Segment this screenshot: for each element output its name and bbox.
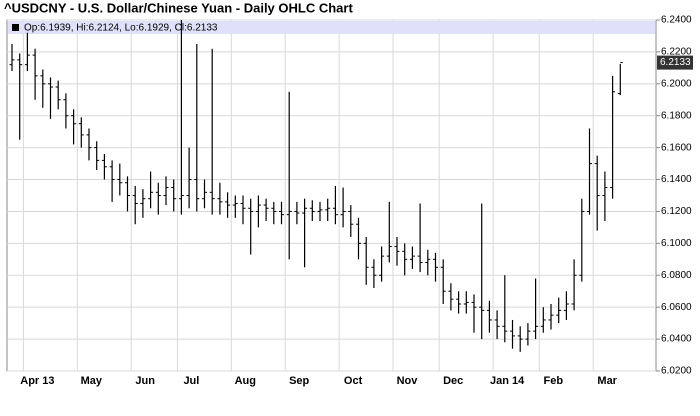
x-tick-label: Jun: [135, 375, 155, 387]
y-tick-label: 6.1600: [661, 142, 692, 153]
x-tick-label: Nov: [397, 375, 419, 387]
x-tick-label: Sep: [289, 375, 309, 387]
y-tick-label: 6.1000: [661, 238, 692, 249]
legend-marker: [12, 24, 19, 31]
chart-title: ^USDCNY - U.S. Dollar/Chinese Yuan - Dai…: [4, 0, 353, 15]
x-tick-label: Dec: [443, 375, 463, 387]
x-tick-label: May: [81, 375, 103, 387]
x-tick-label: Apr 13: [20, 375, 54, 387]
x-tick-label: Feb: [544, 375, 564, 387]
y-tick-label: 6.0400: [661, 334, 692, 345]
y-tick-label: 6.1800: [661, 110, 692, 121]
y-tick-label: 6.0200: [661, 366, 692, 377]
ohlc-label: Op:6.1939, Hi:6.2124, Lo:6.1929, Cl:6.21…: [24, 23, 218, 34]
y-tick-label: 6.1400: [661, 174, 692, 185]
last-value-label: 6.2133: [660, 57, 691, 68]
x-tick-label: Jan 14: [490, 375, 525, 387]
last-value-box: [657, 55, 693, 70]
x-tick-label: Oct: [344, 375, 363, 387]
x-tick-label: Jul: [183, 375, 199, 387]
legend-band: [8, 21, 655, 34]
grid: [7, 19, 656, 372]
y-tick-label: 6.0600: [661, 302, 692, 313]
plot-area: [6, 19, 657, 372]
y-tick-label: 6.2200: [661, 47, 692, 58]
y-tick-label: 6.2000: [661, 78, 692, 89]
y-tick-label: 6.1200: [661, 206, 692, 217]
x-tick-label: Mar: [597, 375, 617, 387]
y-tick-label: 6.0800: [661, 270, 692, 281]
y-tick-label: 6.2400: [661, 15, 692, 26]
x-tick-label: Aug: [235, 375, 256, 387]
